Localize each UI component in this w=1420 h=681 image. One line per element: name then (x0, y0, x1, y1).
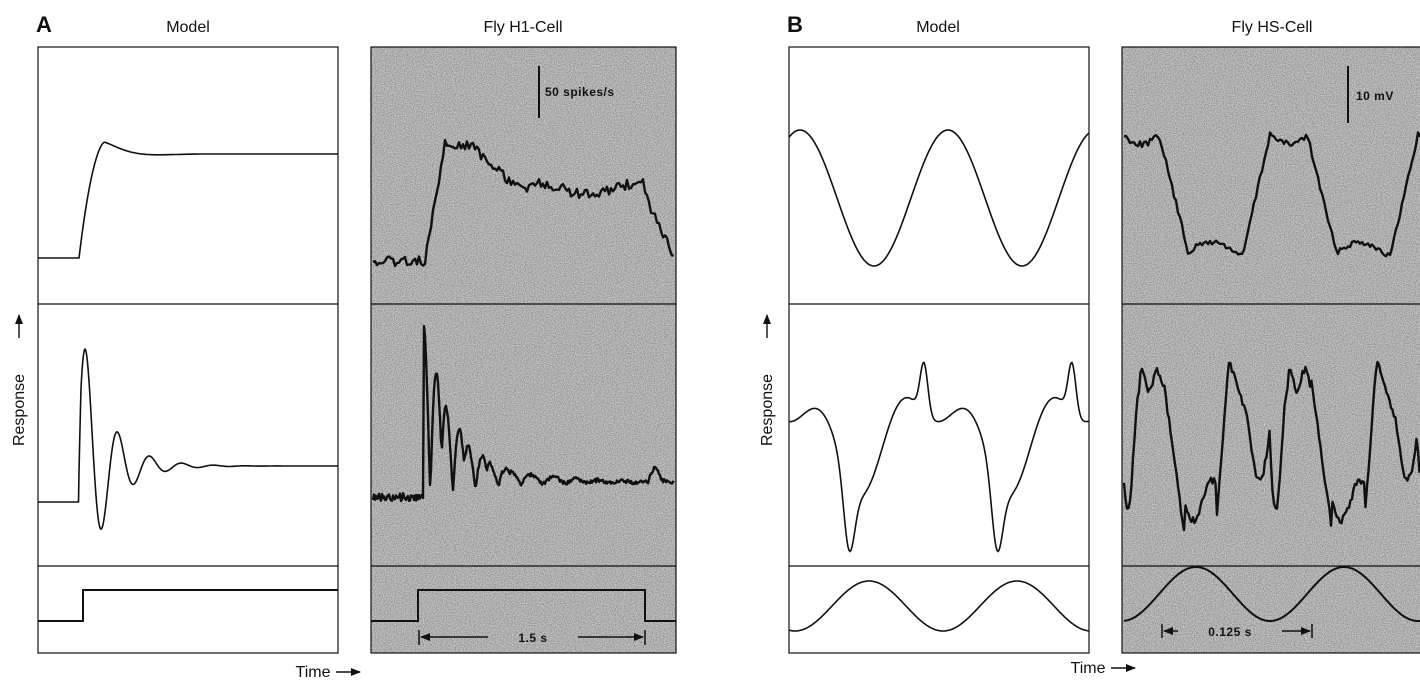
panel-a-fly-trace-1 (372, 138, 674, 268)
panel-b-fly-texture (1122, 47, 1420, 653)
panel-b-fly-plot: 10 mV 0.125 s (1121, 46, 1420, 654)
panel-a-scale-bar-label: 50 spikes/s (545, 85, 615, 99)
panel-a-fly-stimulus (371, 589, 676, 622)
panel-a-y-axis-label: Response (11, 374, 28, 446)
panel-a-fly-texture (371, 47, 676, 653)
panel-a-model-title: Model (166, 19, 210, 36)
panel-b-y-axis-label: Response (759, 374, 776, 446)
panel-a-fly-frame (370, 46, 677, 654)
panel-b-duration-label: 0.125 s (1208, 625, 1252, 639)
panel-b-fly-trace-2 (1122, 360, 1420, 532)
panel-a-fly-trace-2 (371, 324, 675, 503)
panel-a-model-frame (37, 46, 339, 654)
panel-b-letter: B (787, 12, 803, 37)
panel-a-model-plot (37, 46, 339, 654)
panel-b-fly-title: Fly HS-Cell (1232, 19, 1313, 36)
panel-a-x-axis-label: Time (296, 664, 331, 681)
panel-b-model-trace-2 (788, 361, 1090, 553)
panel-b-model-title: Model (916, 19, 960, 36)
panel-b-fly-stimulus (1123, 566, 1420, 622)
panel-b-model-stimulus (788, 580, 1090, 632)
panel-a-model-trace-2 (38, 348, 338, 531)
panel-b-model-plot (788, 46, 1090, 654)
panel-a-fly-title: Fly H1-Cell (483, 19, 562, 36)
panel-a-letter: A (36, 12, 52, 37)
panel-b-x-axis-label: Time (1071, 660, 1106, 677)
panel-a-model-trace-1 (38, 141, 338, 259)
panel-b-scale-bar-label: 10 mV (1356, 89, 1394, 103)
panel-b-model-trace-1 (788, 129, 1090, 267)
panel-a-fly-plot: 50 spikes/s 1.5 s (370, 46, 677, 654)
panel-b-fly-trace-1 (1123, 131, 1420, 258)
panel-b-model-frame (788, 46, 1090, 654)
panel-a-duration-label: 1.5 s (518, 631, 547, 645)
panel-a-model-stimulus (38, 589, 338, 622)
panel-b-fly-frame (1121, 46, 1420, 654)
